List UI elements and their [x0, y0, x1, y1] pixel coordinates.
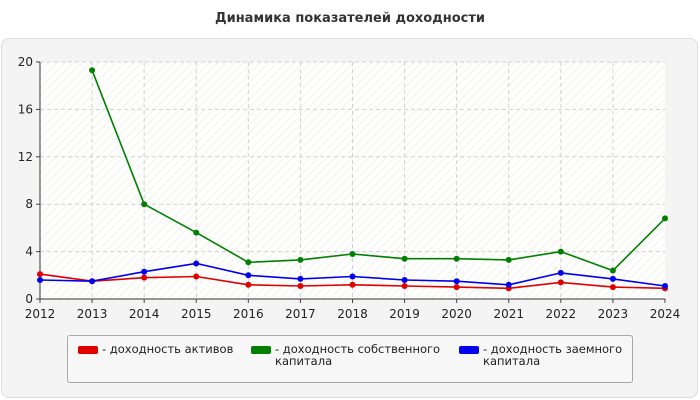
data-point-2 [557, 269, 564, 276]
data-point-0 [453, 284, 460, 291]
data-point-2 [453, 278, 460, 285]
legend-label-equity: - доходность собственного капитала [275, 342, 441, 368]
data-point-1 [401, 255, 408, 262]
data-point-0 [401, 282, 408, 289]
legend: - доходность активов - доходность собств… [67, 335, 633, 383]
x-tick-label: 2017 [285, 307, 316, 321]
data-point-2 [662, 282, 668, 289]
data-point-2 [297, 275, 304, 282]
series-line-1 [91, 70, 666, 272]
x-tick-label: 2021 [493, 307, 524, 321]
x-tick-label: 2015 [181, 307, 212, 321]
data-point-0 [349, 281, 356, 288]
data-point-1 [245, 259, 252, 266]
legend-item-debt: - доходность заемного капитала [459, 343, 629, 367]
x-tick-label: 2022 [546, 307, 577, 321]
data-point-1 [557, 248, 564, 255]
data-point-1 [141, 201, 148, 208]
y-tick-label: 12 [18, 150, 33, 164]
x-tick-label: 2016 [233, 307, 264, 321]
legend-item-equity: - доходность собственного капитала [251, 343, 441, 367]
data-point-0 [193, 273, 200, 280]
data-point-2 [609, 275, 616, 282]
data-point-1 [505, 256, 512, 263]
data-point-1 [349, 250, 356, 257]
data-point-1 [297, 256, 304, 263]
x-tick-label: 2018 [337, 307, 368, 321]
data-point-2 [37, 277, 43, 284]
data-point-0 [609, 284, 616, 291]
x-tick-label: 2019 [389, 307, 420, 321]
data-point-2 [349, 273, 356, 280]
data-point-0 [141, 274, 148, 281]
y-tick-label: 8 [25, 197, 33, 211]
data-point-2 [141, 268, 148, 275]
data-point-2 [245, 272, 252, 279]
chart-title: Динамика показателей доходности [215, 11, 485, 26]
x-tick-label: 2014 [129, 307, 160, 321]
legend-item-assets: - доходность активов [78, 343, 248, 355]
data-point-1 [193, 229, 200, 236]
x-tick-label: 2023 [598, 307, 629, 321]
data-point-0 [37, 271, 43, 278]
y-tick-label: 20 [18, 55, 33, 69]
data-point-1 [453, 255, 460, 262]
x-tick-label: 2012 [25, 307, 56, 321]
y-tick-label: 0 [25, 292, 33, 306]
legend-label-assets: - доходность активов [102, 342, 234, 356]
legend-swatch-equity [251, 346, 271, 354]
legend-swatch-debt [459, 346, 479, 354]
x-tick-label: 2013 [77, 307, 108, 321]
y-tick-label: 16 [18, 102, 33, 116]
data-point-1 [89, 67, 96, 74]
legend-swatch-assets [78, 346, 98, 354]
data-point-0 [245, 281, 252, 288]
data-point-1 [609, 267, 616, 274]
data-point-2 [401, 277, 408, 284]
y-tick-label: 4 [25, 245, 33, 259]
legend-label-debt: - доходность заемного капитала [483, 342, 623, 368]
x-tick-label: 2020 [441, 307, 472, 321]
data-point-2 [505, 281, 512, 288]
data-point-0 [557, 279, 564, 286]
data-point-1 [662, 215, 668, 222]
data-point-2 [193, 260, 200, 267]
data-point-0 [297, 282, 304, 289]
x-tick-label: 2024 [650, 307, 681, 321]
data-point-2 [89, 278, 96, 285]
